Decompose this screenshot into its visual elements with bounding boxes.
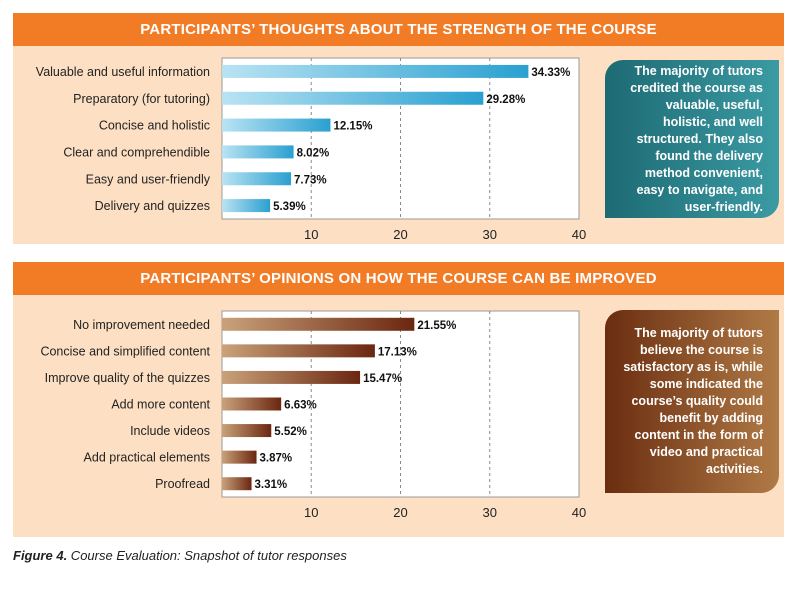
improvements-value-label: 3.31% (255, 479, 288, 491)
improvements-value-label: 3.87% (260, 453, 293, 465)
strengths-tick-label: 20 (393, 227, 407, 242)
strengths-category-label: Preparatory (for tutoring) (73, 92, 210, 106)
strengths-callout-text: The majority of tutors credited the cour… (630, 63, 763, 214)
strengths-bar (222, 118, 331, 132)
improvements-bar (222, 477, 252, 491)
figure-number: Figure 4. (13, 548, 68, 563)
improvements-category-label: Add practical elements (84, 451, 210, 465)
improvements-category-label: Proofread (155, 477, 210, 491)
improvements-category-label: Add more content (111, 398, 210, 412)
improvements-value-label: 5.52% (274, 426, 307, 438)
improvements-callout-text: The majority of tutors believe the cours… (623, 326, 763, 476)
figure-caption: Figure 4. Course Evaluation: Snapshot of… (13, 548, 347, 563)
strengths-tick-label: 10 (304, 227, 318, 242)
strengths-value-label: 34.33% (531, 67, 570, 79)
strengths-category-label: Easy and user-friendly (86, 172, 211, 186)
improvements-tick-label: 10 (304, 505, 318, 520)
strengths-category-label: Valuable and useful information (36, 65, 210, 79)
improvements-bar (222, 370, 361, 384)
improvements-bar (222, 317, 415, 331)
improvements-value-label: 17.13% (378, 346, 417, 358)
strengths-value-label: 7.73% (294, 174, 327, 186)
strengths-value-label: 12.15% (333, 121, 372, 133)
improvements-tick-label: 40 (572, 505, 586, 520)
strengths-category-label: Clear and comprehendible (63, 145, 210, 159)
strengths-bar (222, 91, 484, 105)
improvements-chart-title: PARTICIPANTS’ OPINIONS ON HOW THE COURSE… (13, 262, 784, 295)
improvements-bar (222, 397, 282, 411)
strengths-category-label: Concise and holistic (99, 119, 210, 133)
strengths-bar (222, 199, 271, 213)
strengths-value-label: 8.02% (297, 147, 330, 159)
strengths-tick-label: 40 (572, 227, 586, 242)
strengths-tick-label: 30 (483, 227, 497, 242)
improvements-value-label: 15.47% (363, 373, 402, 385)
strengths-bar (222, 64, 529, 78)
figure-caption-text: Course Evaluation: Snapshot of tutor res… (67, 548, 347, 563)
improvements-bar (222, 344, 375, 358)
improvements-category-label: Concise and simplified content (40, 344, 210, 358)
improvements-category-label: Improve quality of the quizzes (45, 371, 210, 385)
strengths-value-label: 29.28% (486, 94, 525, 106)
strengths-callout: The majority of tutors credited the cour… (605, 60, 779, 218)
improvements-category-label: No improvement needed (73, 318, 210, 332)
improvements-tick-label: 30 (483, 505, 497, 520)
strengths-category-label: Delivery and quizzes (95, 199, 210, 213)
improvements-category-label: Include videos (130, 424, 210, 438)
improvements-bar (222, 424, 272, 438)
improvements-value-label: 21.55% (417, 320, 456, 332)
strengths-value-label: 5.39% (273, 201, 306, 213)
strengths-chart-title: PARTICIPANTS’ THOUGHTS ABOUT THE STRENGT… (13, 13, 784, 46)
strengths-bar (222, 145, 294, 159)
improvements-bar (222, 450, 257, 464)
improvements-value-label: 6.63% (284, 400, 317, 412)
improvements-tick-label: 20 (393, 505, 407, 520)
improvements-callout: The majority of tutors believe the cours… (605, 310, 779, 493)
strengths-bar (222, 172, 291, 186)
